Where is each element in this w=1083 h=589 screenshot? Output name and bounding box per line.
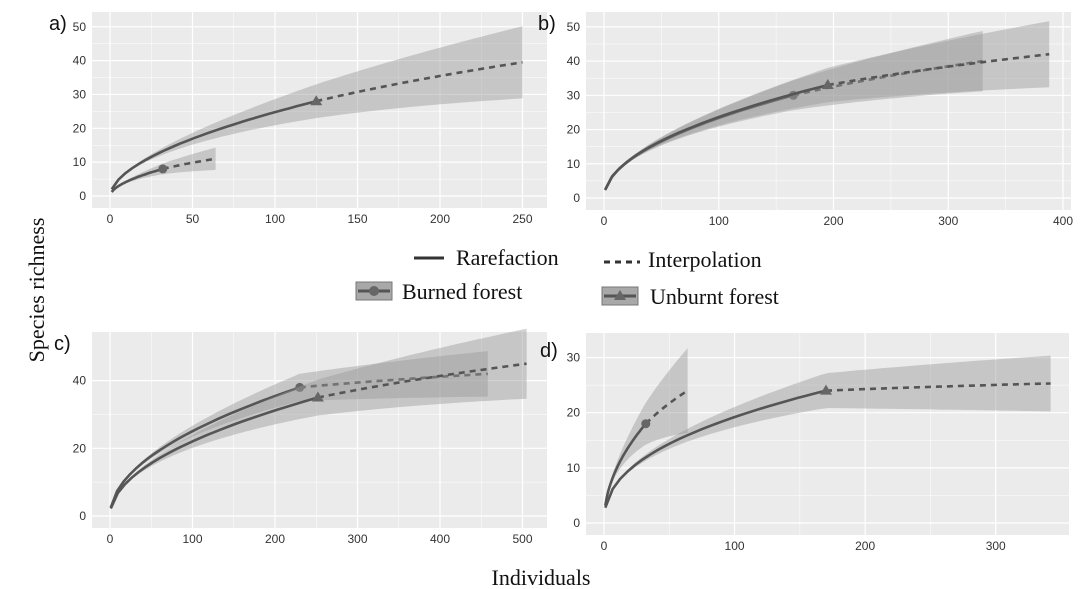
panel-letter-label: c) — [54, 333, 71, 355]
observed-point-burned — [641, 419, 651, 429]
legend-item-interpolation: Interpolation — [604, 247, 762, 272]
panel-b: 0 100 200 300 400 0 10 20 30 40 50 b) — [538, 12, 1073, 228]
x-tick-label: 300 — [986, 539, 1006, 553]
legend-label-interpolation: Interpolation — [648, 247, 762, 272]
x-tick-label: 100 — [265, 212, 285, 226]
rarefaction-line-unburnt — [603, 83, 829, 191]
observed-point-unburnt — [821, 79, 834, 90]
panel-background — [586, 12, 1071, 210]
legend-circle-marker-icon — [369, 286, 379, 296]
observed-point-burned — [295, 382, 305, 392]
rarefaction-line-burned — [109, 386, 301, 508]
x-tick-label: 200 — [430, 212, 450, 226]
x-tick-label: 200 — [855, 539, 875, 553]
panel-letter-label: d) — [540, 340, 558, 362]
x-tick-label: 200 — [265, 532, 285, 546]
confidence-band-unburnt — [111, 26, 523, 190]
y-tick-label: 20 — [73, 441, 87, 455]
panel-a: 0 50 100 150 200 250 0 10 20 30 40 50 a) — [49, 12, 547, 226]
rarefaction-line-burned — [604, 422, 647, 506]
x-tick-label: 100 — [709, 214, 729, 228]
observed-point-burned — [158, 164, 168, 174]
x-tick-label: 150 — [347, 212, 367, 226]
x-tick-label: 200 — [823, 214, 843, 228]
confidence-band-burned — [110, 351, 488, 508]
x-tick-label: 50 — [186, 212, 200, 226]
interpolation-line-burned — [644, 389, 689, 425]
y-tick-label: 20 — [567, 406, 581, 420]
confidence-band-unburnt — [605, 355, 1051, 508]
x-tick-label: 400 — [430, 532, 450, 546]
confidence-band-burned — [605, 31, 983, 191]
x-tick-label: 100 — [725, 539, 745, 553]
y-tick-label: 20 — [567, 123, 581, 137]
x-tick-label: 300 — [347, 532, 367, 546]
x-tick-label: 0 — [601, 539, 608, 553]
y-tick-label: 40 — [73, 374, 87, 388]
y-tick-label: 30 — [567, 88, 581, 102]
interpolation-line-unburnt — [317, 362, 527, 399]
legend-label-burned: Burned forest — [402, 279, 522, 304]
legend-item-rarefaction: Rarefaction — [414, 245, 559, 270]
y-tick-label: 10 — [567, 461, 581, 475]
panel-background — [92, 332, 547, 528]
y-tick-label: 30 — [567, 351, 581, 365]
legend-item-unburnt: Unburnt forest — [601, 284, 779, 309]
y-tick-label: 40 — [567, 54, 581, 68]
rarefaction-line-burned — [110, 167, 164, 193]
x-tick-label: 0 — [107, 532, 114, 546]
panel-d: 0 100 200 300 0 10 20 30 d) — [540, 333, 1069, 553]
panel-letter-label: b) — [538, 13, 556, 35]
x-tick-label: 400 — [1053, 214, 1073, 228]
y-tick-label: 0 — [79, 509, 86, 523]
legend-label-rarefaction: Rarefaction — [456, 245, 559, 270]
x-tick-label: 300 — [938, 214, 958, 228]
interpolation-line-unburnt — [827, 52, 1050, 87]
interpolation-line-burned — [162, 157, 216, 171]
y-tick-label: 20 — [73, 121, 87, 135]
y-tick-label: 30 — [73, 87, 87, 101]
interpolation-line-burned — [299, 372, 488, 389]
y-tick-label: 0 — [573, 191, 580, 205]
rarefaction-line-unburnt — [109, 396, 319, 510]
panel-letter-label: a) — [49, 13, 67, 35]
rarefaction-line-unburnt — [110, 99, 317, 191]
y-tick-label: 0 — [573, 516, 580, 530]
legend-label-unburnt: Unburnt forest — [650, 284, 779, 309]
x-tick-label: 500 — [512, 532, 532, 546]
y-tick-label: 10 — [567, 157, 581, 171]
y-tick-label: 40 — [73, 54, 87, 68]
y-tick-label: 0 — [79, 189, 86, 203]
x-axis-title: Individuals — [492, 565, 591, 589]
panel-background — [92, 12, 547, 208]
y-axis-title: Species richness — [24, 218, 49, 363]
panel-c: 0 100 200 300 400 500 0 20 40 c) — [54, 328, 547, 546]
y-tick-label: 50 — [567, 20, 581, 34]
confidence-band-unburnt — [605, 21, 1050, 191]
legend: Rarefaction Interpolation Burned forest … — [355, 245, 779, 309]
panel-background — [586, 333, 1069, 535]
legend-item-burned: Burned forest — [355, 279, 522, 304]
y-tick-label: 10 — [73, 155, 87, 169]
x-tick-label: 100 — [182, 532, 202, 546]
y-tick-label: 50 — [73, 20, 87, 34]
legend-triangle-marker-icon — [614, 290, 626, 300]
observed-point-unburnt — [311, 391, 324, 402]
interpolation-line-unburnt — [315, 61, 523, 103]
observed-point-unburnt — [819, 384, 832, 395]
observed-point-unburnt — [310, 95, 323, 106]
x-tick-label: 250 — [512, 212, 532, 226]
x-tick-label: 0 — [107, 212, 114, 226]
rarefaction-line-unburnt — [604, 389, 827, 509]
confidence-band-unburnt — [110, 328, 527, 509]
x-tick-label: 0 — [601, 214, 608, 228]
